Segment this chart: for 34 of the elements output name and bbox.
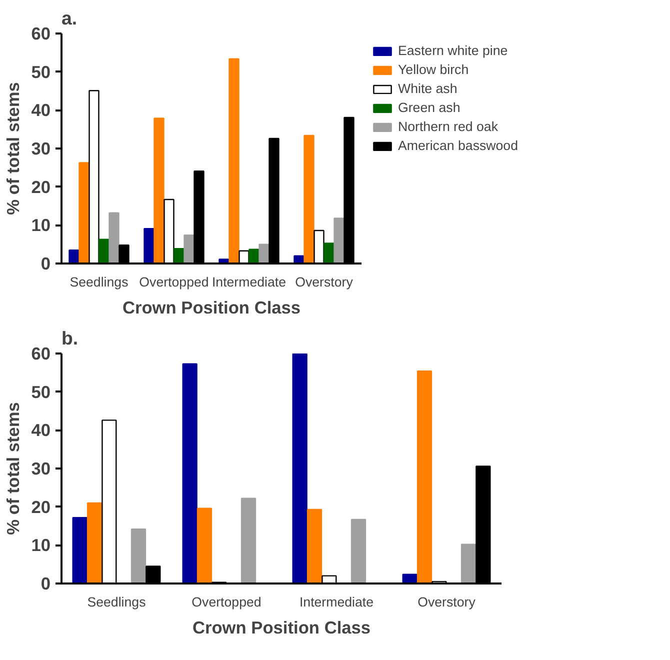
x-axis-title: Crown Position Class: [192, 618, 371, 638]
legend-label: White ash: [398, 81, 458, 96]
y-tick-label: 40: [31, 420, 51, 440]
legend-label: Yellow birch: [398, 62, 469, 77]
x-tick-label: Seedlings: [87, 594, 146, 610]
chart-title: a.: [62, 8, 78, 28]
chart-title: b.: [62, 328, 78, 348]
y-axis-title: % of total stems: [3, 402, 24, 535]
y-tick-label: 20: [31, 176, 51, 197]
legend-label: American basswood: [398, 138, 518, 153]
x-tick-label: Intermediate: [212, 274, 286, 290]
legend-label: Northern red oak: [398, 119, 498, 134]
y-tick-label: 0: [40, 574, 51, 594]
y-tick-label: 0: [40, 254, 51, 274]
y-tick-label: 40: [31, 100, 51, 120]
y-tick-label: 50: [31, 382, 51, 402]
y-tick-label: 10: [31, 535, 51, 556]
legend-label: Green ash: [398, 100, 460, 115]
x-axis-title: Crown Position Class: [122, 298, 301, 318]
x-tick-label: Intermediate: [299, 594, 374, 610]
x-tick-label: Overtopped: [192, 594, 262, 610]
y-tick-label: 30: [31, 458, 51, 478]
x-tick-label: Overstory: [295, 274, 354, 290]
y-tick-label: 20: [31, 496, 51, 517]
x-tick-label: Seedlings: [70, 274, 129, 290]
y-tick-label: 60: [31, 24, 51, 44]
x-tick-label: Overtopped: [139, 274, 209, 290]
y-tick-label: 10: [31, 215, 51, 236]
legend-label: Eastern white pine: [398, 43, 508, 58]
x-tick-label: Overstory: [418, 594, 476, 610]
y-tick-label: 30: [31, 138, 51, 158]
y-tick-label: 60: [31, 344, 51, 364]
y-tick-label: 50: [31, 62, 51, 82]
y-axis-title: % of total stems: [3, 82, 24, 215]
